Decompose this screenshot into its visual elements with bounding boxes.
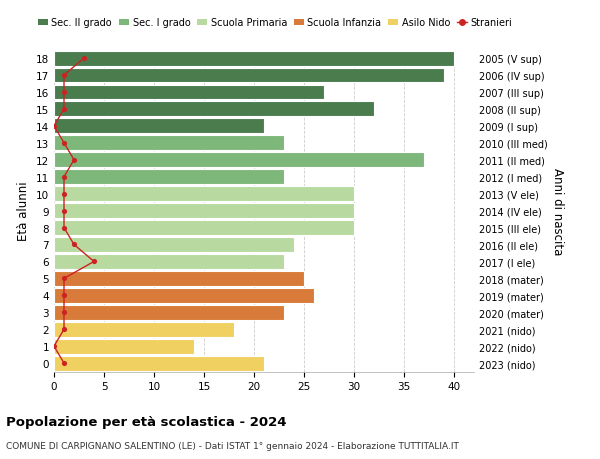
Point <box>59 190 69 198</box>
Bar <box>54 356 264 371</box>
Point <box>59 89 69 96</box>
Point <box>59 275 69 282</box>
Bar <box>54 339 194 354</box>
Point <box>59 326 69 333</box>
Point <box>59 106 69 113</box>
Bar <box>54 153 424 168</box>
Point <box>69 241 79 249</box>
Bar <box>54 85 324 100</box>
Bar <box>54 68 444 83</box>
Bar <box>54 102 374 117</box>
Bar <box>54 305 284 320</box>
Y-axis label: Anni di nascita: Anni di nascita <box>551 168 564 255</box>
Legend: Sec. II grado, Sec. I grado, Scuola Primaria, Scuola Infanzia, Asilo Nido, Stran: Sec. II grado, Sec. I grado, Scuola Prim… <box>38 18 512 28</box>
Y-axis label: Età alunni: Età alunni <box>17 181 31 241</box>
Point <box>89 258 99 266</box>
Bar <box>54 136 284 151</box>
Point <box>59 140 69 147</box>
Point <box>59 174 69 181</box>
Bar <box>54 204 354 218</box>
Bar <box>54 170 284 185</box>
Text: Popolazione per età scolastica - 2024: Popolazione per età scolastica - 2024 <box>6 415 287 428</box>
Point <box>59 224 69 232</box>
Bar <box>54 237 294 252</box>
Point <box>59 72 69 79</box>
Point <box>79 55 89 62</box>
Point <box>59 292 69 299</box>
Bar <box>54 288 314 303</box>
Bar <box>54 51 454 67</box>
Bar <box>54 119 264 134</box>
Bar <box>54 221 354 235</box>
Text: COMUNE DI CARPIGNANO SALENTINO (LE) - Dati ISTAT 1° gennaio 2024 - Elaborazione : COMUNE DI CARPIGNANO SALENTINO (LE) - Da… <box>6 441 459 450</box>
Bar <box>54 322 234 337</box>
Bar <box>54 271 304 286</box>
Point <box>59 360 69 367</box>
Bar <box>54 254 284 269</box>
Point <box>69 157 79 164</box>
Point <box>59 207 69 215</box>
Bar <box>54 187 354 202</box>
Point <box>59 309 69 316</box>
Point <box>49 343 59 350</box>
Point <box>49 123 59 130</box>
